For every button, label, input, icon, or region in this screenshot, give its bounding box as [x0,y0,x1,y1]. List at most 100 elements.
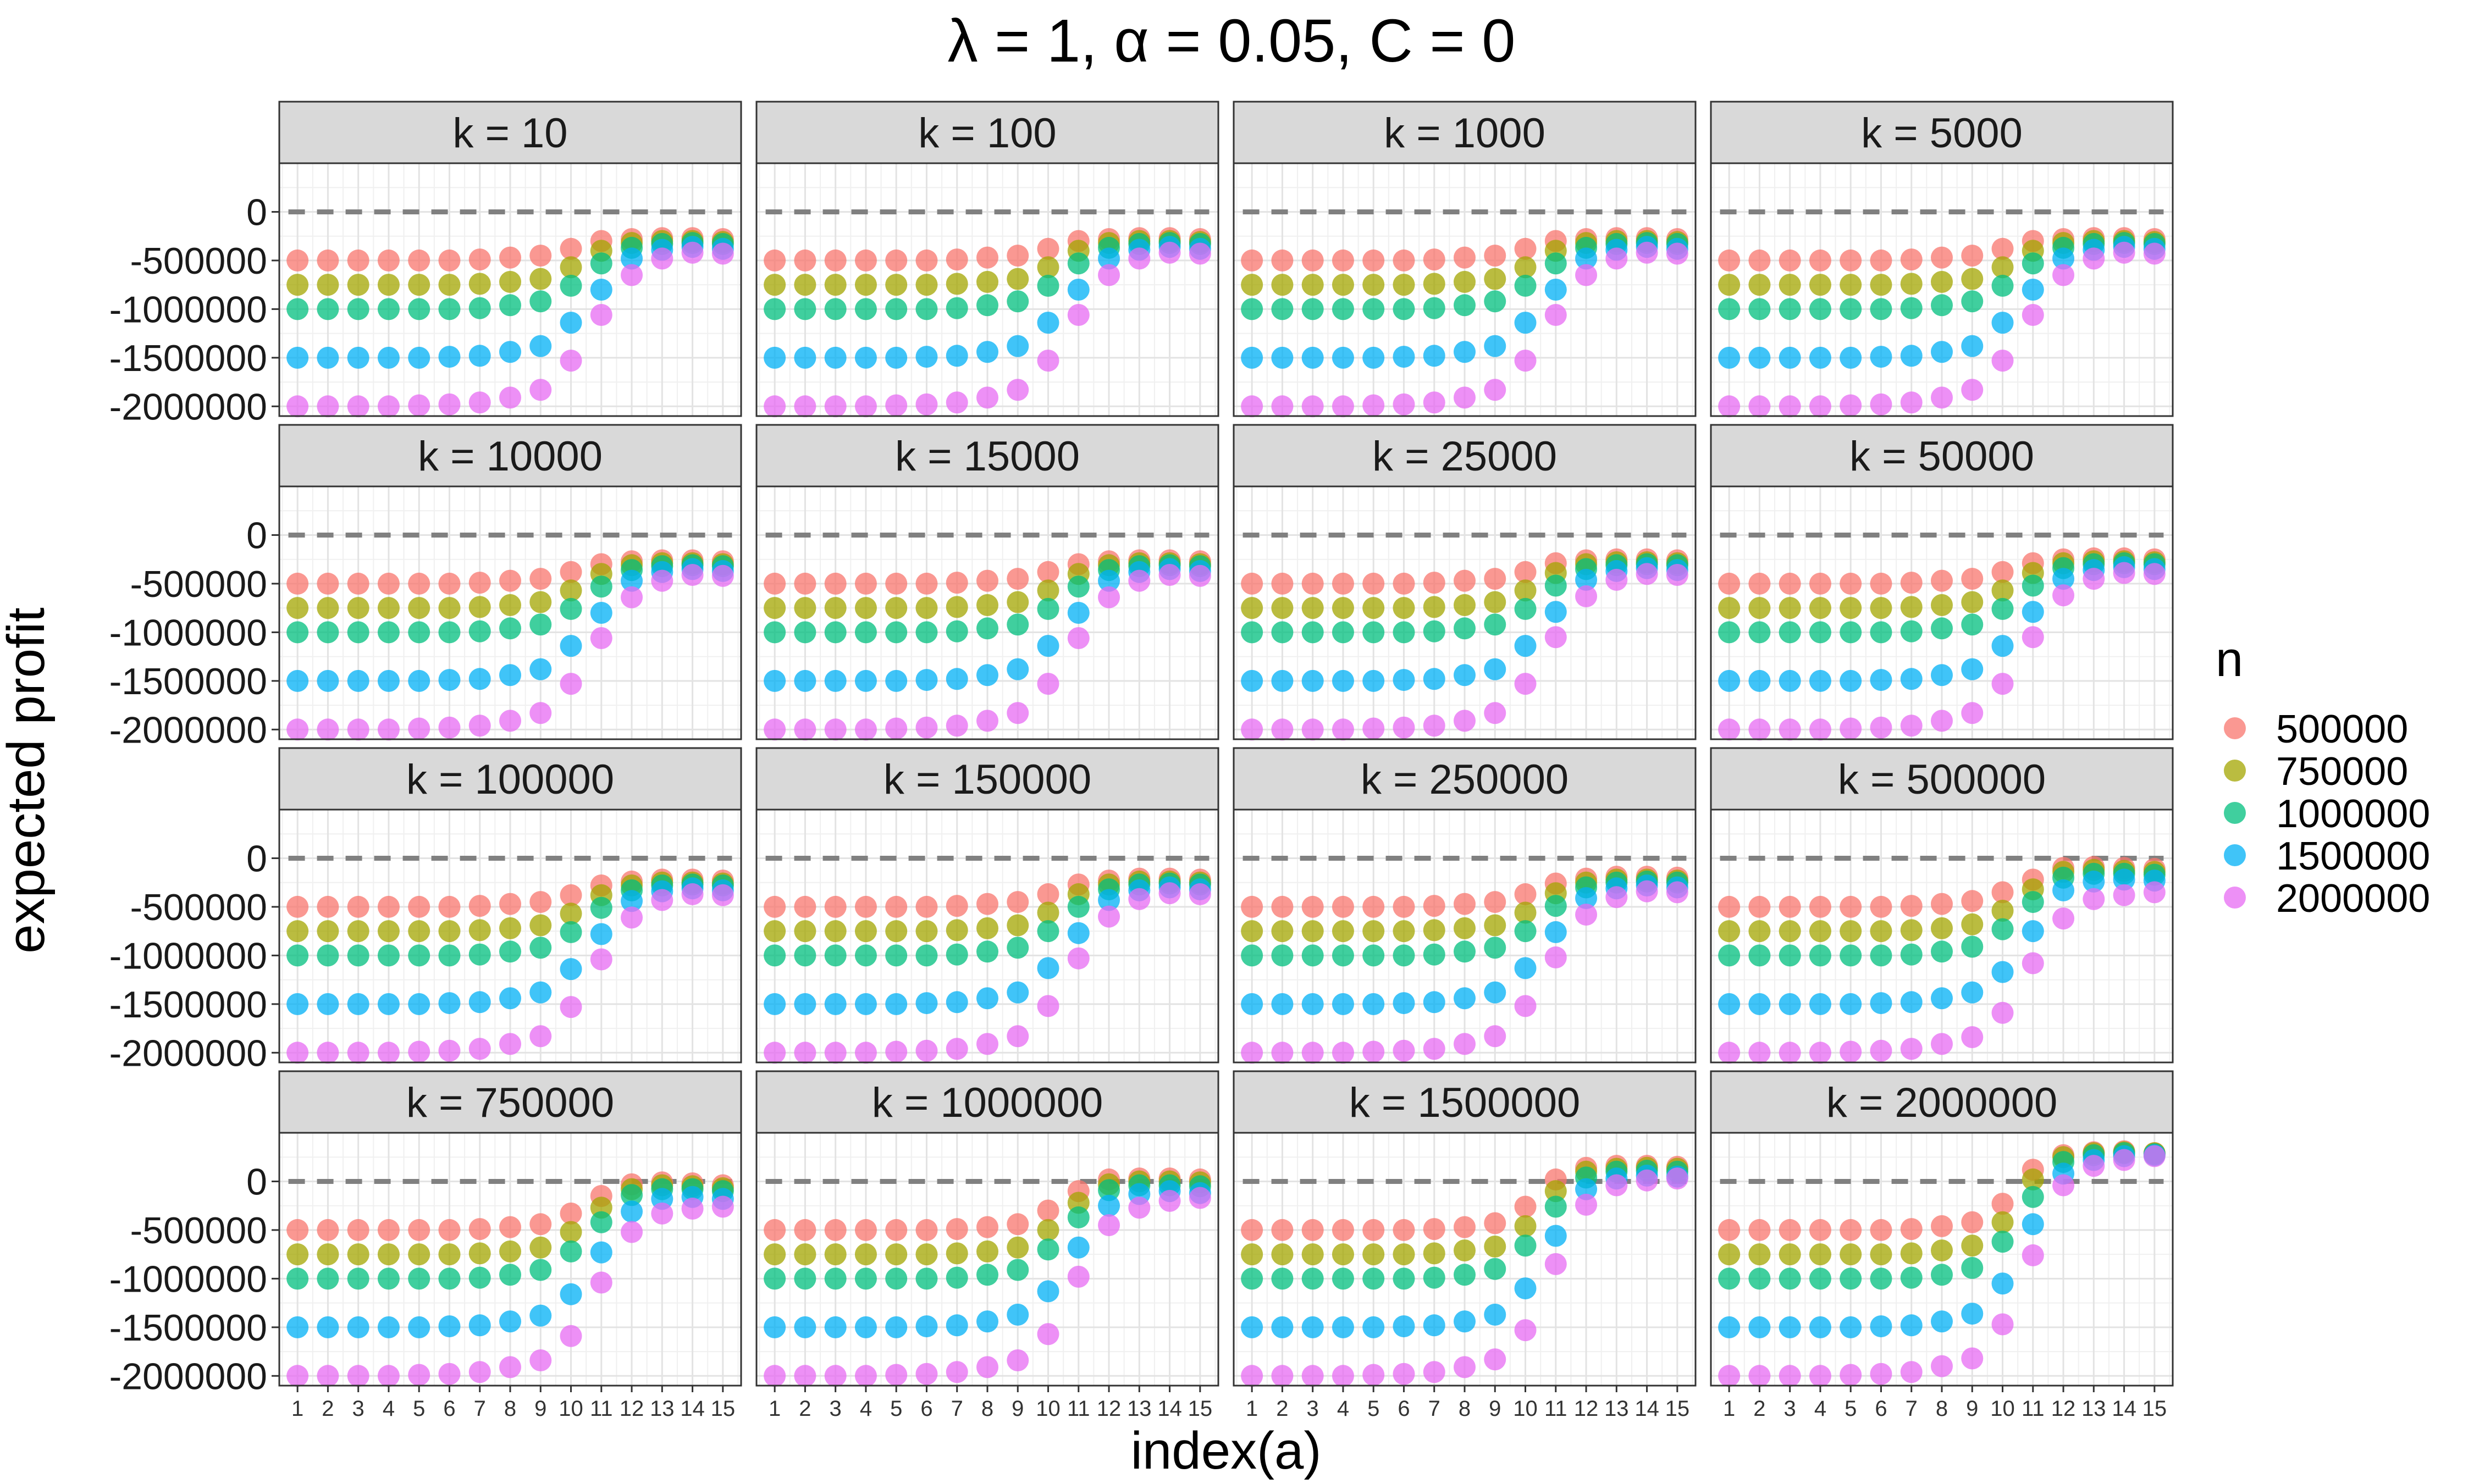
data-point [976,1033,998,1055]
data-point [1748,1267,1771,1290]
panel-border [1710,809,2174,1064]
data-point [824,298,847,320]
data-point [1301,395,1324,418]
data-point [1514,274,1537,297]
data-point [529,1236,552,1259]
data-point [946,991,968,1014]
data-point [854,920,877,943]
data-point [764,895,786,918]
data-point [915,249,938,272]
data-point [824,572,847,595]
data-point [1007,937,1029,959]
panel-border [1233,809,1697,1064]
data-point [824,1042,847,1064]
data-point [286,993,309,1015]
data-point [1718,1267,1741,1290]
data-point [1332,572,1354,595]
legend-swatch [2224,717,2246,739]
data-point [1241,920,1263,943]
data-point [560,902,582,925]
data-point [1840,597,1862,619]
data-point [286,1219,309,1241]
data-point [1900,273,1923,295]
data-point [529,702,552,724]
data-point [1809,1316,1831,1338]
data-point [1423,391,1445,414]
data-point [1779,274,1801,296]
facet-strip-label: k = 50000 [1849,433,2034,480]
data-point [1900,1218,1923,1241]
data-point [1332,1267,1354,1290]
data-point [590,627,612,649]
data-point [1718,1243,1741,1266]
x-tick-label: 2 [799,1397,811,1421]
data-point [1362,1267,1385,1290]
facet-strip-label: k = 15000 [895,433,1080,480]
data-point [1271,1365,1294,1387]
y-tick-label: -2000000 [109,1032,267,1074]
data-point [854,298,877,320]
data-point [1484,290,1506,313]
x-tick-label: 13 [650,1397,675,1421]
y-tick-label: -500000 [130,240,267,282]
data-point [1332,895,1354,918]
data-point [1991,1193,2014,1215]
data-point [1514,1195,1537,1218]
data-point [499,1310,521,1333]
data-point [1931,386,1953,409]
data-point [1840,249,1862,272]
data-point [1544,1180,1567,1203]
data-point [946,391,968,414]
data-point [590,1211,612,1233]
data-point [854,346,877,369]
data-point [1991,274,2014,297]
x-tick-label: 6 [1875,1397,1887,1421]
data-point [976,710,998,732]
data-point [408,572,430,595]
data-point [1067,1265,1090,1288]
data-point [885,993,908,1015]
data-point [377,944,400,967]
data-point [1067,627,1090,649]
facet-strip [1233,1070,1697,1134]
data-point [1128,247,1151,270]
data-point [1931,893,1953,915]
data-point [764,920,786,943]
data-point [1900,715,1923,737]
data-point [1332,1365,1354,1387]
data-point [1809,395,1831,418]
data-point [1961,290,1984,313]
data-point [1454,1216,1476,1238]
data-point [1007,268,1029,290]
facet-strip-label: k = 1000000 [872,1079,1103,1126]
data-point [408,346,430,369]
data-point [560,996,582,1018]
data-point [377,895,400,918]
data-point [1067,602,1090,624]
facet-strip-label: k = 10000 [418,433,603,480]
data-point [560,1202,582,1225]
facet-strip [755,1070,1219,1134]
data-point [1809,669,1831,692]
data-point [1271,274,1294,296]
data-point [1271,298,1294,320]
data-point [1098,1179,1120,1201]
data-point [468,895,491,917]
data-point [1575,568,1598,591]
data-point [1007,613,1029,636]
data-point [1575,585,1598,607]
data-point [377,993,400,1015]
data-point [915,346,938,368]
data-point [1362,1364,1385,1386]
data-point [794,249,816,272]
data-point [885,1040,908,1063]
data-point [1037,312,1059,334]
data-point [621,264,643,286]
data-point [1840,1243,1862,1266]
y-tick-label: -2000000 [109,386,267,428]
data-point [1809,249,1831,272]
data-point [1098,1194,1120,1217]
data-point [1748,346,1771,369]
data-point [1900,391,1923,414]
data-point [590,923,612,945]
